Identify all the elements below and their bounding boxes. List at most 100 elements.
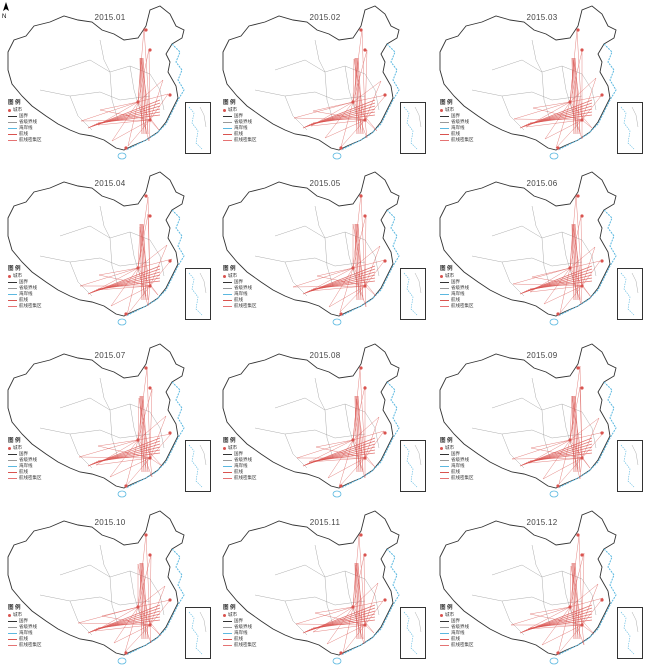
map-legend: 图 例城市 国界 省级界线 海岸线 航线 航线密集区 [440,266,500,309]
route-line [111,101,139,142]
legend-swatch [223,108,226,112]
map-legend: 图 例城市 国界 省级界线 海岸线 航线 航线密集区 [223,100,283,143]
city-dot [144,366,148,370]
legend-title: 图 例 [223,438,236,444]
route-line [527,624,583,630]
city-dot [568,100,572,104]
china-map [439,343,617,498]
province-line [39,255,151,267]
legend-item: 航线 [8,636,68,642]
legend-swatch [223,121,232,123]
legend-label: 航线 [234,131,243,136]
map-legend: 图 例城市 国界 省级界线 海岸线 航线 航线密集区 [8,438,68,481]
city-dot [359,194,363,198]
province-line [99,544,119,626]
map-legend: 图 例城市 国界 省级界线 海岸线 航线 航线密集区 [223,605,283,648]
province-line [471,427,583,439]
legend-label: 城市 [13,107,22,112]
legend-swatch [8,465,17,467]
legend-item: 海岸线 [440,463,500,469]
map-legend: 图 例城市 国界 省级界线 海岸线 航线 航线密集区 [223,266,283,309]
province-line [69,433,93,469]
map-panel: 2015.12 图 例城市 国界 省级界线 海岸线 航线 航线密集区 [432,505,648,668]
route-line [558,439,571,485]
route-line [527,606,571,630]
legend-swatch [440,115,449,117]
legend-swatch [440,626,449,628]
legend-label: 城市 [445,273,454,278]
legend-swatch [8,613,11,617]
legend-item: 海岸线 [223,630,283,636]
hainan-island [549,318,559,326]
route-line [363,624,366,645]
route-line [359,368,366,459]
legend-label: 省级界线 [19,457,37,462]
city-dot [576,194,580,198]
route-line [580,215,583,287]
route-line [101,615,151,626]
legend-swatch [223,638,232,640]
route-line [310,119,366,127]
route-line [356,57,362,135]
route-line [581,119,593,129]
legend-swatch [8,638,17,640]
route-line [140,57,145,135]
legend-item: 海岸线 [8,463,68,469]
city-dot [580,284,584,288]
legend-swatch [223,139,232,141]
legend-swatch [223,281,232,283]
legend-item: 航线 [440,636,500,642]
city-dot [148,386,152,390]
legend-swatch [440,305,449,307]
legend-label: 国界 [451,451,460,456]
route-line [309,285,366,292]
legend-item: 城市 [223,107,283,113]
route-line [354,223,358,301]
legend-label: 航线 [19,131,28,136]
route-line [573,57,579,135]
legend-label: 国界 [19,618,28,623]
legend-swatch [440,620,449,622]
route-line [529,114,593,124]
province-line [531,205,551,287]
south-china-sea-inset [400,607,426,659]
route-line [569,439,581,480]
legend-item: 国界 [8,618,68,624]
coastline [125,548,185,656]
hainan-island [332,657,342,665]
south-china-sea-inset [617,268,643,320]
legend-swatch [223,477,232,479]
legend-swatch [8,139,17,141]
legend-item: 省级界线 [440,119,500,125]
city-dot [580,623,584,627]
route-line [364,285,377,297]
legend-title: 图 例 [223,266,236,272]
map-grid: 2015.01 图 例城市 国界 省级界线 海岸线 航线 航线密集区 2015.02 图 例城市… [7,5,643,665]
route-line [314,612,366,626]
legend-swatch [440,471,449,473]
route-line [569,95,602,103]
route-line [141,395,147,473]
legend-label: 国界 [451,618,460,623]
city-dot [339,146,343,150]
route-line [142,57,149,135]
china-map [222,510,400,665]
city-dot [363,553,367,557]
route-line [141,57,147,135]
city-dot [576,28,580,32]
panel-title: 2015.10 [94,518,126,527]
legend-label: 航线 [451,131,460,136]
route-line [142,562,149,640]
legend-swatch [8,133,17,135]
legend-swatch [440,299,449,301]
legend-item: 航线密集区 [8,303,68,309]
legend-label: 国界 [451,113,460,118]
city-dot [580,386,584,390]
route-line [146,367,151,459]
route-line [308,439,354,463]
route-line [139,562,143,640]
legend-label: 航线密集区 [451,137,474,142]
city-dot [363,118,367,122]
legend-item: 国界 [223,113,283,119]
route-line [352,582,379,608]
